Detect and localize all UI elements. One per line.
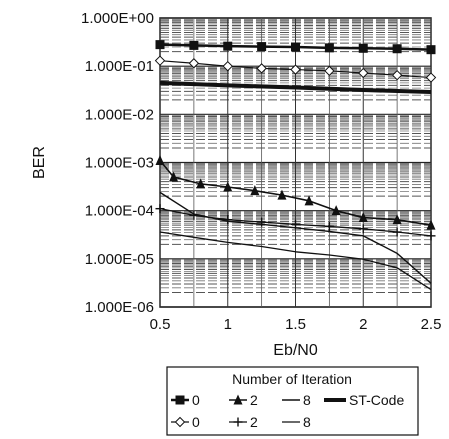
y-tick-label: 1.000E-04	[85, 203, 154, 220]
x-tick-label: 2.5	[421, 316, 442, 333]
y-tick-label: 1.000E-05	[85, 251, 154, 268]
legend: Number of Iteration 0 2 8 ST-Code 0 2 8	[166, 366, 419, 436]
cross-marker	[324, 221, 334, 231]
legend-items: 0 2 8 ST-Code 0 2 8	[171, 392, 404, 430]
cross-marker	[233, 417, 243, 427]
triangle-marker	[331, 205, 341, 216]
square-marker	[175, 395, 185, 405]
series-6	[159, 231, 432, 291]
y-tick-label: 1.000E-02	[85, 106, 154, 123]
diamond-marker	[188, 58, 200, 69]
series-lines	[154, 40, 437, 291]
square-marker	[324, 43, 334, 53]
series-5	[155, 204, 436, 241]
legend-item: 2	[229, 414, 258, 430]
series-0	[155, 40, 436, 55]
triangle-marker	[233, 394, 243, 405]
y-tick-label: 1.000E-03	[85, 155, 154, 172]
series-line	[159, 231, 432, 291]
legend-title: Number of Iteration	[232, 371, 352, 387]
triangle-marker	[169, 171, 179, 182]
square-marker	[291, 42, 300, 52]
triangle-marker	[155, 155, 165, 166]
legend-label: 0	[192, 392, 200, 408]
legend-box	[166, 366, 419, 436]
diamond-marker	[290, 64, 301, 75]
square-marker	[426, 45, 436, 55]
square-marker	[155, 40, 165, 50]
x-tick-label: 1	[224, 316, 232, 333]
legend-label: 8	[303, 414, 311, 430]
square-marker	[392, 44, 402, 54]
legend-item: 0	[171, 414, 200, 430]
diamond-marker	[222, 60, 233, 72]
y-tick-label: 1.000E-06	[85, 299, 154, 316]
series-line	[159, 80, 432, 95]
y-tick-label: 1.000E+00	[81, 10, 154, 27]
triangle-marker	[304, 195, 314, 206]
cross-marker	[155, 204, 165, 214]
cross-marker	[426, 231, 436, 241]
legend-item: 8	[282, 392, 311, 408]
diamond-marker	[256, 63, 267, 74]
cross-marker	[257, 217, 267, 227]
x-tick-label: 2	[359, 316, 367, 333]
x-tick-label: 1.5	[285, 316, 306, 333]
cross-marker	[223, 215, 233, 225]
legend-item: 8	[282, 414, 311, 430]
series-3	[159, 80, 432, 95]
triangle-marker	[392, 214, 402, 225]
triangle-marker	[196, 178, 206, 189]
cross-marker	[189, 210, 199, 220]
x-tick-label: 0.5	[150, 316, 171, 333]
legend-label: 2	[250, 414, 258, 430]
diamond-marker	[391, 69, 403, 81]
legend-label: 8	[303, 392, 311, 408]
cross-marker	[392, 227, 402, 237]
legend-item: 2	[229, 392, 258, 408]
diamond-marker	[358, 67, 369, 79]
x-axis-label: Eb/N0	[273, 342, 318, 359]
square-marker	[189, 40, 199, 50]
triangle-marker	[223, 181, 233, 192]
square-marker	[358, 43, 368, 53]
series-4	[154, 55, 437, 83]
series-1	[155, 155, 436, 230]
square-marker	[257, 42, 267, 52]
y-tick-label: 1.000E-01	[85, 58, 154, 75]
legend-label: ST-Code	[349, 392, 404, 408]
cross-marker	[358, 224, 368, 234]
diamond-marker	[425, 72, 437, 83]
legend-item: 0	[171, 392, 200, 408]
cross-marker	[291, 219, 300, 229]
triangle-marker	[426, 219, 436, 230]
triangle-marker	[358, 212, 368, 223]
triangle-marker	[250, 185, 260, 196]
diamond-marker	[154, 55, 166, 66]
y-axis-label: BER	[31, 146, 48, 179]
legend-item: ST-Code	[324, 392, 404, 408]
legend-label: 0	[192, 414, 200, 430]
tick-labels: 1.000E+00 1.000E-01 1.000E-02 1.000E-03 1.00…	[81, 10, 441, 333]
diamond-marker	[324, 65, 335, 77]
triangle-marker	[277, 189, 287, 200]
legend-label: 2	[250, 392, 258, 408]
square-marker	[223, 41, 233, 51]
diamond-marker	[174, 416, 186, 428]
